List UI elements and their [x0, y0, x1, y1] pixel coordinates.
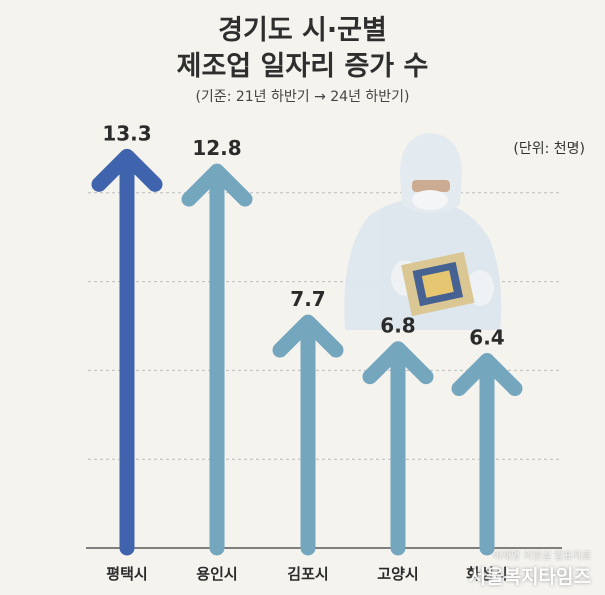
value-label-2: 12.8: [192, 136, 241, 160]
bar-arrow-2: [181, 163, 253, 556]
watermark-source: 이재명 의원실 발표자료: [492, 551, 591, 562]
value-label-1: 13.3: [102, 121, 151, 145]
unit-label: (단위: 천명): [513, 141, 585, 157]
bar-arrow-3: [272, 314, 344, 556]
value-label-3: 7.7: [290, 287, 325, 311]
worker-illustration: [344, 133, 502, 330]
bar-arrow-5: [451, 353, 523, 556]
value-labels: 13.3 12.8 7.7 6.8 6.4: [102, 121, 504, 349]
category-label-5: 화성시: [466, 565, 507, 583]
chart-subtitle: (기준: 21년 하반기 → 24년 하반기): [195, 89, 410, 105]
bar-arrow-1: [91, 148, 163, 556]
chart-title-line1: 경기도 시·군별: [218, 15, 387, 46]
category-labels: 평택시 용인시 김포시 고양시 화성시: [106, 565, 507, 583]
value-label-5: 6.4: [469, 326, 504, 350]
bar-arrow-4: [362, 341, 434, 556]
bars: [91, 148, 523, 556]
category-label-4: 고양시: [377, 565, 418, 583]
chart-title-line2: 제조업 일자리 증가 수: [176, 51, 429, 82]
value-label-4: 6.8: [380, 314, 415, 338]
watermark: 이재명 의원실 발표자료 서울복지타임즈: [469, 547, 591, 589]
category-label-3: 김포시: [287, 565, 328, 583]
category-label-2: 용인시: [196, 565, 237, 583]
watermark-logo: 서울복지타임즈: [468, 566, 591, 588]
category-label-1: 평택시: [106, 565, 147, 583]
